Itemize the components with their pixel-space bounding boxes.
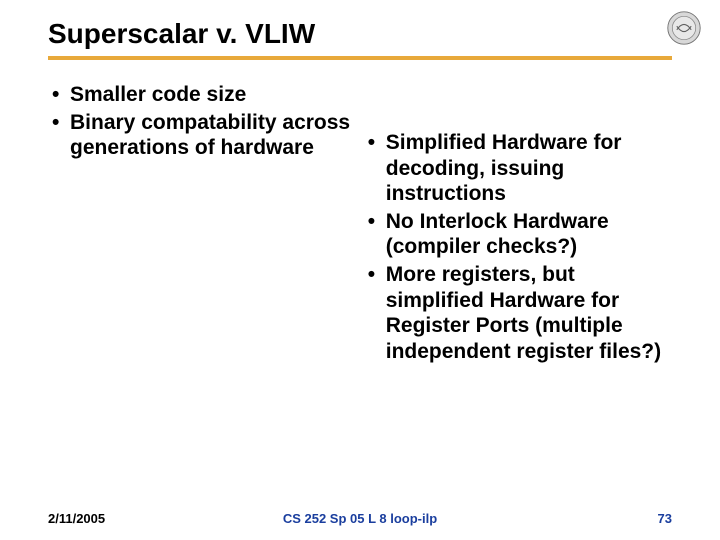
footer: 2/11/2005 CS 252 Sp 05 L 8 loop-ilp 73 xyxy=(0,511,720,526)
list-item: No Interlock Hardware (compiler checks?) xyxy=(364,209,670,260)
footer-page-number: 73 xyxy=(658,511,672,526)
right-bullet-list: Simplified Hardware for decoding, issuin… xyxy=(364,130,670,364)
slide-title: Superscalar v. VLIW xyxy=(48,18,672,50)
right-column: Simplified Hardware for decoding, issuin… xyxy=(364,82,670,366)
footer-date: 2/11/2005 xyxy=(48,511,105,526)
list-item: Simplified Hardware for decoding, issuin… xyxy=(364,130,670,207)
list-item: More registers, but simplified Hardware … xyxy=(364,262,670,364)
content-columns: Smaller code size Binary compatability a… xyxy=(48,82,672,366)
slide: Superscalar v. VLIW Smaller code size Bi… xyxy=(0,0,720,540)
list-item: Binary compatability across generations … xyxy=(48,110,354,161)
left-bullet-list: Smaller code size Binary compatability a… xyxy=(48,82,354,161)
title-underline xyxy=(48,56,672,60)
list-item: Smaller code size xyxy=(48,82,354,108)
footer-center: CS 252 Sp 05 L 8 loop-ilp xyxy=(283,511,437,526)
left-column: Smaller code size Binary compatability a… xyxy=(48,82,354,366)
seal-icon xyxy=(666,10,702,46)
